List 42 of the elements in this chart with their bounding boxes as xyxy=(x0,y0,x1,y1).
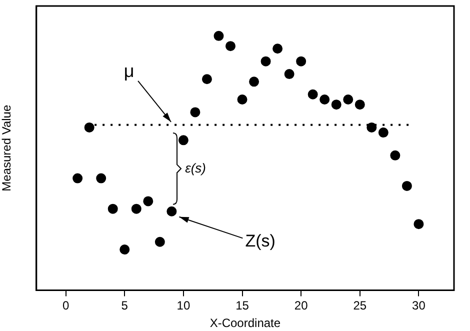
point xyxy=(378,128,388,138)
point xyxy=(402,180,412,191)
point xyxy=(320,94,330,104)
point xyxy=(331,100,342,110)
annotation: μ xyxy=(124,60,134,81)
point xyxy=(272,44,283,54)
x-tick-label: 30 xyxy=(412,298,426,313)
point xyxy=(154,236,165,247)
annotation: Z(s) xyxy=(245,232,276,251)
point xyxy=(284,69,294,80)
x-tick-label: 20 xyxy=(294,298,308,313)
point xyxy=(343,94,354,104)
point xyxy=(72,173,83,184)
point xyxy=(414,219,424,230)
point xyxy=(190,107,200,118)
point xyxy=(166,206,177,216)
point xyxy=(108,204,118,214)
point xyxy=(120,244,130,255)
x-tick-label: 0 xyxy=(62,298,70,313)
x-tick-label: 5 xyxy=(121,298,128,313)
point xyxy=(225,41,236,52)
point xyxy=(366,122,377,132)
x-tick-label: 25 xyxy=(353,298,367,313)
point xyxy=(96,173,106,184)
point xyxy=(308,89,318,100)
point xyxy=(390,150,400,160)
point xyxy=(143,196,154,206)
point xyxy=(354,100,365,110)
point xyxy=(178,135,188,146)
x-tick-label: 15 xyxy=(236,298,250,313)
x-tick-label: 10 xyxy=(176,298,190,313)
annotation: ε(s) xyxy=(185,160,206,176)
point xyxy=(260,56,271,66)
point xyxy=(249,76,260,87)
point xyxy=(84,122,94,132)
y-axis-title: Measured Value xyxy=(0,104,14,192)
x-axis-title: X-Coordinate xyxy=(210,316,281,330)
point xyxy=(131,204,142,214)
point xyxy=(214,30,224,41)
point xyxy=(202,74,212,84)
point xyxy=(237,94,248,104)
point xyxy=(296,56,306,66)
